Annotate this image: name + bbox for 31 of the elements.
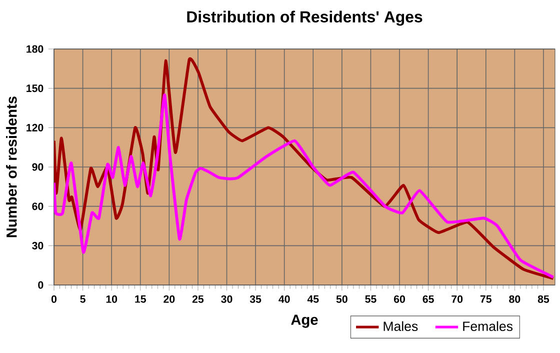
x-axis-title: Age — [291, 314, 318, 328]
x-tick-label: 70 — [452, 295, 463, 303]
x-tick-label: 80 — [509, 295, 520, 303]
x-tick-label: 20 — [164, 295, 175, 303]
x-tick-label: 35 — [250, 295, 262, 303]
x-tick-label: 40 — [278, 295, 290, 303]
legend-label: Males — [384, 321, 418, 332]
line-series — [54, 93, 555, 279]
y-tick-label: 0 — [38, 281, 44, 289]
chart-title: Distribution of Residents' Ages — [187, 10, 422, 26]
x-tick-label: 50 — [336, 295, 348, 303]
y-tick-label: 150 — [26, 84, 44, 92]
x-tick-label: 55 — [365, 295, 376, 303]
y-tick-label: 60 — [32, 202, 44, 210]
x-tick-label: 60 — [394, 295, 405, 303]
y-axis-title: Number of residents — [6, 96, 17, 238]
x-tick-label: 10 — [106, 295, 118, 303]
x-tick-label: 30 — [221, 295, 232, 303]
x-tick-label: 0 — [51, 295, 57, 303]
x-tick-label: 5 — [80, 295, 86, 303]
x-tick-label: 45 — [307, 295, 319, 303]
x-tick-label: 85 — [538, 295, 550, 303]
y-tick-label: 120 — [26, 124, 44, 132]
x-tick-label: 15 — [135, 295, 146, 303]
x-tick-label: 65 — [422, 295, 434, 303]
y-tick-label: 90 — [32, 163, 44, 171]
x-tick-label: 25 — [192, 295, 204, 303]
y-tick-label: 180 — [26, 45, 44, 53]
x-tick-label: 75 — [480, 295, 492, 303]
y-tick-label: 30 — [32, 242, 44, 250]
legend-label: Females — [463, 321, 513, 332]
